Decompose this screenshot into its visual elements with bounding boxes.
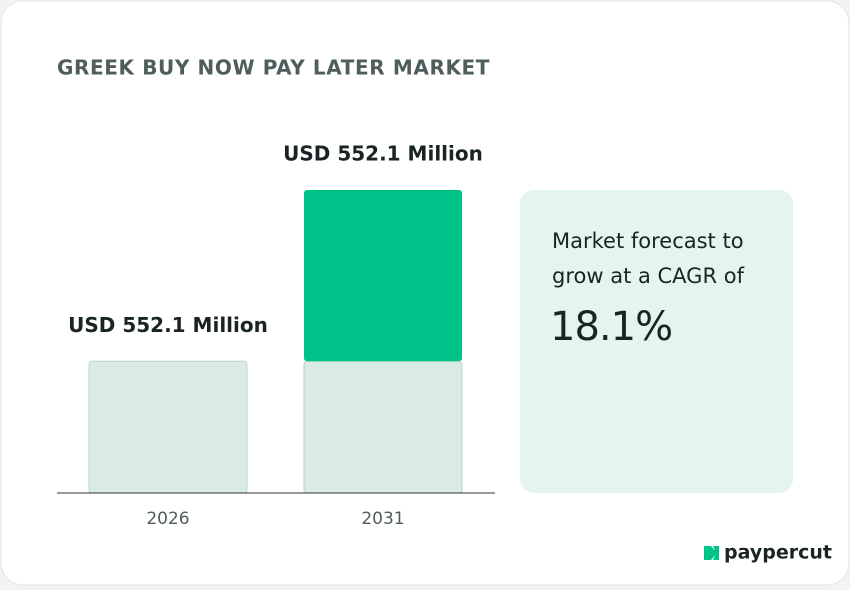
x-tick-label: 2026 <box>146 509 189 529</box>
callout-line: grow at a CAGR of <box>552 264 745 288</box>
bar-segment <box>88 360 248 494</box>
brand-icon <box>704 546 719 560</box>
callout-box <box>520 190 793 493</box>
callout-line: Market forecast to <box>552 229 744 253</box>
brand-logo: paypercut <box>704 542 832 564</box>
chart-title: GREEK BUY NOW PAY LATER MARKET <box>57 56 490 80</box>
bar-segment <box>303 360 463 494</box>
callout-value: 18.1% <box>550 304 672 350</box>
brand-name: paypercut <box>724 542 832 564</box>
bar-label: USD 552.1 Million <box>283 142 483 166</box>
x-tick-label: 2031 <box>361 509 404 529</box>
bar-segment <box>304 190 462 362</box>
bar-label: USD 552.1 Million <box>68 313 268 337</box>
